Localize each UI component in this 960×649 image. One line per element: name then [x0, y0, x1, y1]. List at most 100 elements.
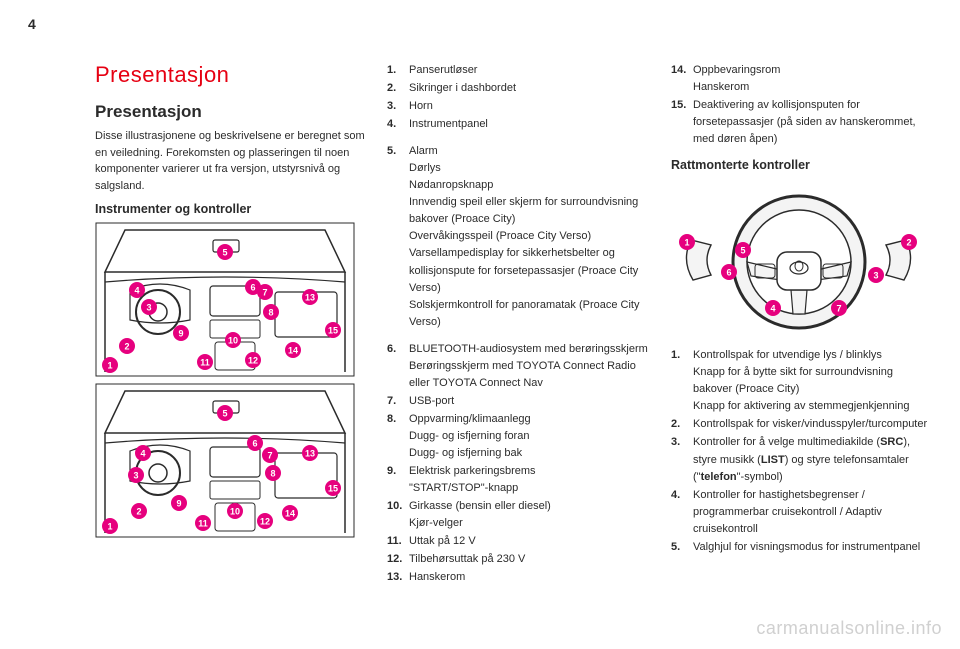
- item-text: Uttak på 12 V: [409, 533, 649, 550]
- item-subline: "START/STOP"-knapp: [409, 480, 649, 497]
- svg-text:6: 6: [250, 283, 255, 293]
- item-subline: Kontrollspak for visker/vindusspyler/tur…: [693, 416, 931, 433]
- item-subline: Kjør-velger: [409, 515, 649, 532]
- item-number: 5.: [671, 539, 693, 556]
- item-subline: Deaktivering av kollisjonsputen for fors…: [693, 97, 931, 148]
- list-item: 11.Uttak på 12 V: [387, 533, 649, 550]
- list-item: 5.Valghjul for visningsmodus for instrum…: [671, 539, 931, 556]
- list-item: 4.Kontroller for hastighetsbegrenser / p…: [671, 487, 931, 538]
- item-number: 3.: [671, 434, 693, 485]
- main-title: Presentasjon: [95, 62, 365, 88]
- item-number: 14.: [671, 62, 693, 96]
- list-item: 7.USB-port: [387, 393, 649, 410]
- item-number: 2.: [671, 416, 693, 433]
- item-text: Sikringer i dashbordet: [409, 80, 649, 97]
- item-subline: Kontroller for hastighetsbegrenser / pro…: [693, 487, 931, 538]
- item-subline: Valghjul for visningsmodus for instrumen…: [693, 539, 931, 556]
- item-text: Kontrollspak for visker/vindusspyler/tur…: [693, 416, 931, 433]
- svg-text:3: 3: [133, 471, 138, 481]
- item-text: Kontroller for å velge multimediakilde (…: [693, 434, 931, 485]
- item-subline: Girkasse (bensin eller diesel): [409, 498, 649, 515]
- item-number: 12.: [387, 551, 409, 568]
- svg-text:12: 12: [260, 517, 270, 527]
- item-subline: Alarm: [409, 143, 649, 160]
- item-subline: Dugg- og isfjerning foran: [409, 428, 649, 445]
- item-subline: Tilbehørsuttak på 230 V: [409, 551, 649, 568]
- svg-text:5: 5: [222, 409, 227, 419]
- list-item: 10.Girkasse (bensin eller diesel)Kjør-ve…: [387, 498, 649, 532]
- svg-text:7: 7: [262, 288, 267, 298]
- list-item: 8.Oppvarming/klimaanleggDugg- og isfjern…: [387, 411, 649, 462]
- item-subline: Knapp for aktivering av stemmegjenkjenni…: [693, 398, 931, 415]
- list-item: 9.Elektrisk parkeringsbrems"START/STOP"-…: [387, 463, 649, 497]
- item-subline: Berøringsskjerm med TOYOTA Connect Radio…: [409, 358, 649, 392]
- svg-text:10: 10: [230, 507, 240, 517]
- svg-text:10: 10: [228, 336, 238, 346]
- item-subline: Kontrollspak for utvendige lys / blinkly…: [693, 347, 931, 364]
- svg-text:2: 2: [906, 238, 911, 248]
- instruments-heading: Instrumenter og kontroller: [95, 202, 365, 216]
- list-item: 12.Tilbehørsuttak på 230 V: [387, 551, 649, 568]
- item-text: Hanskerom: [409, 569, 649, 586]
- svg-text:13: 13: [305, 293, 315, 303]
- item-subline: Innvendig speil eller skjerm for surroun…: [409, 194, 649, 228]
- item-number: 2.: [387, 80, 409, 97]
- svg-text:7: 7: [267, 451, 272, 461]
- list-14-15: 14.OppbevaringsromHanskerom15.Deaktiveri…: [671, 62, 931, 148]
- column-1: Presentasjon Presentasjon Disse illustra…: [95, 62, 365, 587]
- svg-text:4: 4: [140, 449, 145, 459]
- item-text: OppbevaringsromHanskerom: [693, 62, 931, 96]
- list-item: 3.Kontroller for å velge multimediakilde…: [671, 434, 931, 485]
- svg-text:6: 6: [726, 268, 731, 278]
- item-subline: USB-port: [409, 393, 649, 410]
- item-subline: Oppbevaringsrom: [693, 62, 931, 79]
- item-number: 1.: [387, 62, 409, 79]
- svg-text:8: 8: [270, 469, 275, 479]
- page-content: Presentasjon Presentasjon Disse illustra…: [0, 0, 960, 595]
- item-subline: Uttak på 12 V: [409, 533, 649, 550]
- steering-illustration: 1234567: [671, 180, 931, 335]
- svg-text:5: 5: [222, 248, 227, 258]
- list-1-4: 1.Panserutløser2.Sikringer i dashbordet3…: [387, 62, 649, 133]
- svg-text:4: 4: [770, 304, 775, 314]
- list-item: 2.Sikringer i dashbordet: [387, 80, 649, 97]
- svg-text:3: 3: [873, 271, 878, 281]
- item-text: Instrumentpanel: [409, 116, 649, 133]
- item-number: 4.: [671, 487, 693, 538]
- svg-text:9: 9: [178, 329, 183, 339]
- svg-text:5: 5: [740, 246, 745, 256]
- item-text: AlarmDørlysNødanropsknappInnvendig speil…: [409, 143, 649, 331]
- item-number: 10.: [387, 498, 409, 532]
- svg-text:8: 8: [268, 308, 273, 318]
- sub-title: Presentasjon: [95, 102, 365, 122]
- item-number: 1.: [671, 347, 693, 415]
- item-text: Oppvarming/klimaanleggDugg- og isfjernin…: [409, 411, 649, 462]
- list-5: 5.AlarmDørlysNødanropsknappInnvendig spe…: [387, 143, 649, 331]
- svg-text:15: 15: [328, 484, 338, 494]
- svg-text:15: 15: [328, 326, 338, 336]
- svg-text:2: 2: [124, 342, 129, 352]
- item-number: 7.: [387, 393, 409, 410]
- item-text: Girkasse (bensin eller diesel)Kjør-velge…: [409, 498, 649, 532]
- item-text: Tilbehørsuttak på 230 V: [409, 551, 649, 568]
- item-text: Kontrollspak for utvendige lys / blinkly…: [693, 347, 931, 415]
- item-subline: Elektrisk parkeringsbrems: [409, 463, 649, 480]
- svg-text:11: 11: [198, 519, 208, 529]
- steering-heading: Rattmonterte kontroller: [671, 158, 931, 172]
- item-subline: Hanskerom: [409, 569, 649, 586]
- list-item: 1.Panserutløser: [387, 62, 649, 79]
- list-item: 13.Hanskerom: [387, 569, 649, 586]
- item-number: 9.: [387, 463, 409, 497]
- svg-text:11: 11: [200, 358, 210, 368]
- dashboard-illustration-a: 123456789101112131415: [95, 222, 355, 377]
- svg-text:1: 1: [684, 238, 689, 248]
- dashboard-illustration-b: 123456789101112131415: [95, 383, 355, 538]
- list-item: 1.Kontrollspak for utvendige lys / blink…: [671, 347, 931, 415]
- list-item: 14.OppbevaringsromHanskerom: [671, 62, 931, 96]
- item-subline: Overvåkingsspeil (Proace City Verso): [409, 228, 649, 245]
- item-text: Valghjul for visningsmodus for instrumen…: [693, 539, 931, 556]
- item-subline: Knapp for å bytte sikt for surroundvisni…: [693, 364, 931, 398]
- svg-text:4: 4: [134, 286, 139, 296]
- svg-text:14: 14: [288, 346, 298, 356]
- svg-text:3: 3: [146, 303, 151, 313]
